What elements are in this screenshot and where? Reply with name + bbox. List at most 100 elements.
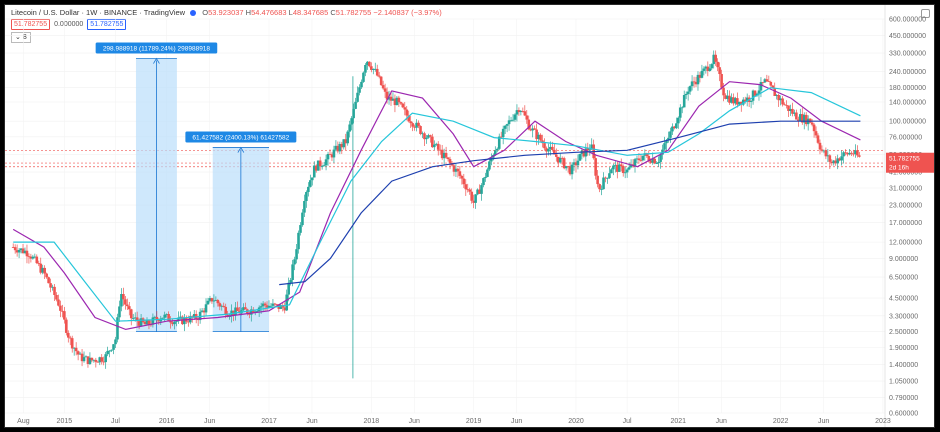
candle-body bbox=[517, 110, 521, 113]
candle-body bbox=[633, 159, 637, 166]
candle-body bbox=[726, 95, 729, 99]
candle-body bbox=[163, 314, 167, 318]
candle-body bbox=[202, 310, 206, 313]
candle-body bbox=[763, 79, 767, 83]
candle-body bbox=[655, 163, 658, 165]
candle-body bbox=[173, 321, 176, 325]
candle-body bbox=[616, 164, 619, 172]
candle-body bbox=[171, 322, 174, 325]
candle-body bbox=[326, 153, 330, 160]
price-tick-label: 330.000000 bbox=[889, 51, 926, 58]
candle-body bbox=[669, 131, 672, 138]
sell-price-pill[interactable]: 51.782755 bbox=[11, 19, 51, 30]
candle-body bbox=[460, 175, 464, 179]
candle-body bbox=[659, 154, 662, 162]
price-chart[interactable]: 298.988918 (11789.24%) 298988918 61.42758… bbox=[5, 5, 934, 427]
candle-body bbox=[515, 110, 519, 115]
candle-body bbox=[474, 194, 477, 203]
candle-body bbox=[814, 131, 818, 136]
candle-body bbox=[533, 128, 536, 130]
candle-body bbox=[470, 191, 473, 201]
candle-body bbox=[610, 169, 613, 174]
candle-body bbox=[574, 162, 578, 166]
candle-body bbox=[222, 305, 226, 307]
candle-body bbox=[732, 97, 735, 104]
candle-body bbox=[259, 306, 263, 308]
candle-body bbox=[484, 176, 487, 179]
candle-body bbox=[110, 349, 113, 351]
candle-body bbox=[385, 91, 389, 100]
candle-body bbox=[586, 148, 590, 151]
candle-body bbox=[724, 95, 727, 99]
candle-body bbox=[126, 304, 129, 307]
candle-body bbox=[588, 149, 592, 151]
candle-body bbox=[147, 320, 151, 325]
candle-body bbox=[804, 114, 808, 125]
candle-body bbox=[696, 74, 700, 85]
buy-price-pill[interactable]: 51.782755 bbox=[87, 19, 127, 30]
candle-body bbox=[525, 115, 529, 120]
candle-body bbox=[269, 305, 273, 307]
candle-body bbox=[301, 212, 304, 226]
candle-body bbox=[127, 306, 131, 310]
measure-label: 298.988918 (11789.24%) 298988918 bbox=[103, 46, 211, 53]
candle-body bbox=[440, 149, 444, 159]
candle-body bbox=[165, 314, 168, 315]
candle-body bbox=[92, 359, 96, 361]
candle-body bbox=[379, 76, 383, 86]
candle-body bbox=[139, 318, 143, 326]
candle-body bbox=[793, 112, 796, 114]
candle-body bbox=[446, 157, 450, 160]
price-tick-label: 31.000000 bbox=[889, 185, 922, 192]
moving-average-line bbox=[279, 120, 861, 286]
price-tick-label: 100.000000 bbox=[889, 119, 926, 126]
candle-body bbox=[444, 152, 448, 158]
candle-body bbox=[116, 317, 119, 340]
candle-body bbox=[712, 54, 716, 65]
candle-body bbox=[795, 112, 798, 120]
candle-body bbox=[94, 359, 98, 362]
candle-body bbox=[488, 161, 491, 170]
candle-body bbox=[263, 303, 267, 306]
time-tick-label: Jun bbox=[306, 418, 317, 425]
candle-body bbox=[678, 107, 682, 118]
candle-body bbox=[645, 153, 649, 157]
time-tick-label: 2019 bbox=[466, 418, 482, 425]
candle-body bbox=[490, 157, 493, 162]
candle-body bbox=[320, 166, 324, 167]
candle-body bbox=[328, 153, 332, 155]
candle-body bbox=[200, 310, 204, 312]
settings-corner-icon[interactable] bbox=[921, 9, 930, 18]
candle-body bbox=[458, 171, 462, 176]
candle-body bbox=[513, 114, 517, 120]
candle-body bbox=[779, 98, 782, 101]
candle-body bbox=[686, 91, 690, 94]
candle-body bbox=[356, 92, 359, 102]
candle-body bbox=[39, 263, 43, 273]
candle-body bbox=[80, 353, 84, 362]
time-tick-label: 2018 bbox=[364, 418, 380, 425]
candle-body bbox=[472, 200, 475, 203]
candle-body bbox=[157, 319, 161, 322]
indicator-toggle[interactable]: ⌄ 8 bbox=[11, 32, 31, 43]
candle-body bbox=[468, 189, 472, 192]
candle-body bbox=[700, 70, 704, 78]
price-tick-label: 140.000000 bbox=[889, 100, 926, 107]
price-tick-label: 3.300000 bbox=[889, 313, 918, 320]
candle-body bbox=[210, 298, 214, 302]
candle-body bbox=[728, 95, 731, 103]
candle-body bbox=[330, 154, 334, 158]
candle-body bbox=[336, 145, 340, 152]
candle-body bbox=[614, 164, 617, 166]
candle-body bbox=[47, 277, 50, 284]
candle-body bbox=[299, 225, 302, 233]
candle-body bbox=[17, 250, 21, 253]
candle-body bbox=[743, 99, 747, 102]
candle-body bbox=[86, 356, 90, 364]
candle-body bbox=[397, 97, 401, 103]
candle-body bbox=[684, 93, 688, 96]
candle-body bbox=[399, 102, 403, 104]
candle-body bbox=[738, 101, 741, 105]
candle-body bbox=[553, 149, 556, 155]
time-tick-label: 2015 bbox=[57, 418, 73, 425]
